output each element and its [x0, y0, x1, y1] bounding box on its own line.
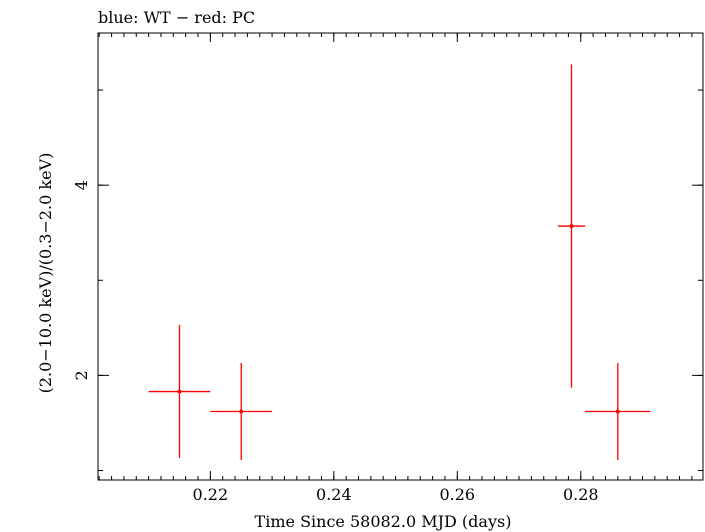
data-points	[148, 64, 651, 461]
x-tick-label: 0.22	[193, 485, 229, 504]
x-tick-label: 0.26	[439, 485, 475, 504]
data-point	[177, 389, 182, 394]
data-point	[239, 409, 244, 414]
chart-title: blue: WT − red: PC	[98, 8, 255, 27]
axis-ticks	[98, 33, 703, 480]
x-tick-label: 0.24	[316, 485, 352, 504]
y-tick-label: 2	[72, 370, 91, 380]
tick-labels: 0.22 0.24 0.26 0.28 2 4	[72, 180, 599, 504]
x-axis-label: Time Since 58082.0 MJD (days)	[255, 512, 512, 531]
plot-frame	[97, 32, 704, 481]
y-tick-label: 4	[72, 180, 91, 190]
data-point	[615, 409, 620, 414]
y-axis-label: (2.0−10.0 keV)/(0.3−2.0 keV)	[36, 153, 55, 394]
x-tick-label: 0.28	[563, 485, 599, 504]
data-point	[569, 224, 574, 229]
